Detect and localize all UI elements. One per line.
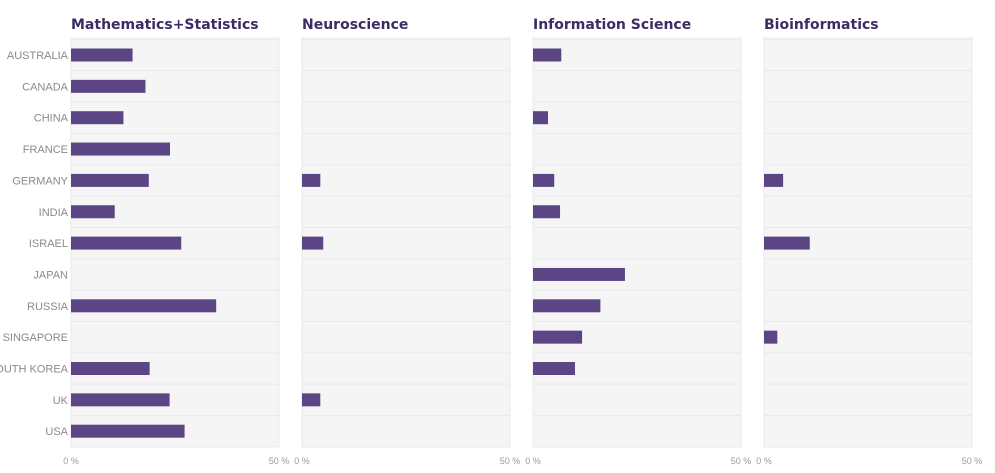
bar-mathematics-statistics-usa [71,424,185,438]
bar-information-science-germany [533,173,555,187]
category-label-israel: ISRAEL [29,238,68,250]
bar-bioinformatics-germany [764,173,784,187]
bar-information-science-russia [533,299,601,313]
bar-information-science-china [533,111,548,125]
category-label-france: FRANCE [23,144,68,156]
x-tick-label-min-bioinformatics: 0 % [756,456,772,466]
bar-information-science-japan [533,267,625,281]
x-tick-label-max-bioinformatics: 50 % [962,456,983,466]
bar-mathematics-statistics-india [71,205,115,219]
category-label-canada: CANADA [22,81,69,93]
category-label-germany: GERMANY [12,175,68,187]
panel-title-information-science: Information Science [533,17,691,33]
bar-mathematics-statistics-south-korea [71,362,150,375]
bar-information-science-india [533,205,561,219]
bar-neuroscience-israel [302,236,324,250]
bar-mathematics-statistics-china [71,111,124,125]
bar-information-science-australia [533,48,562,62]
bar-mathematics-statistics-uk [71,393,170,407]
bar-mathematics-statistics-israel [71,236,182,250]
panel-title-mathematics-statistics: Mathematics+Statistics [71,17,259,33]
x-tick-label-min-information-science: 0 % [525,456,541,466]
x-tick-label-max-neuroscience: 50 % [500,456,521,466]
bar-bioinformatics-singapore [764,330,778,344]
category-label-russia: RUSSIA [27,301,69,313]
bar-neuroscience-germany [302,173,321,187]
bar-mathematics-statistics-germany [71,173,149,187]
category-label-japan: JAPAN [33,269,68,281]
category-label-uk: UK [53,395,69,407]
bar-neuroscience-uk [302,393,321,407]
category-label-india: INDIA [39,207,69,219]
category-label-usa: USA [45,426,68,438]
panel-background-neuroscience [302,37,510,447]
bar-information-science-south-korea [533,362,576,375]
bar-bioinformatics-israel [764,236,810,250]
category-label-south-korea: SOUTH KOREA [0,364,69,376]
bar-mathematics-statistics-russia [71,299,217,313]
x-tick-label-max-information-science: 50 % [731,456,752,466]
bar-information-science-singapore [533,330,583,344]
x-tick-label-min-neuroscience: 0 % [294,456,310,466]
category-label-singapore: SINGAPORE [3,332,68,344]
category-label-china: CHINA [34,113,69,125]
x-tick-label-min-mathematics-statistics: 0 % [63,456,79,466]
x-tick-label-max-mathematics-statistics: 50 % [269,456,290,466]
panel-title-bioinformatics: Bioinformatics [764,17,879,33]
category-label-australia: AUSTRALIA [7,50,69,62]
bar-mathematics-statistics-canada [71,79,146,93]
panel-background-information-science [533,37,741,447]
panel-title-neuroscience: Neuroscience [302,17,408,33]
bar-mathematics-statistics-australia [71,48,133,62]
bar-mathematics-statistics-france [71,142,171,156]
